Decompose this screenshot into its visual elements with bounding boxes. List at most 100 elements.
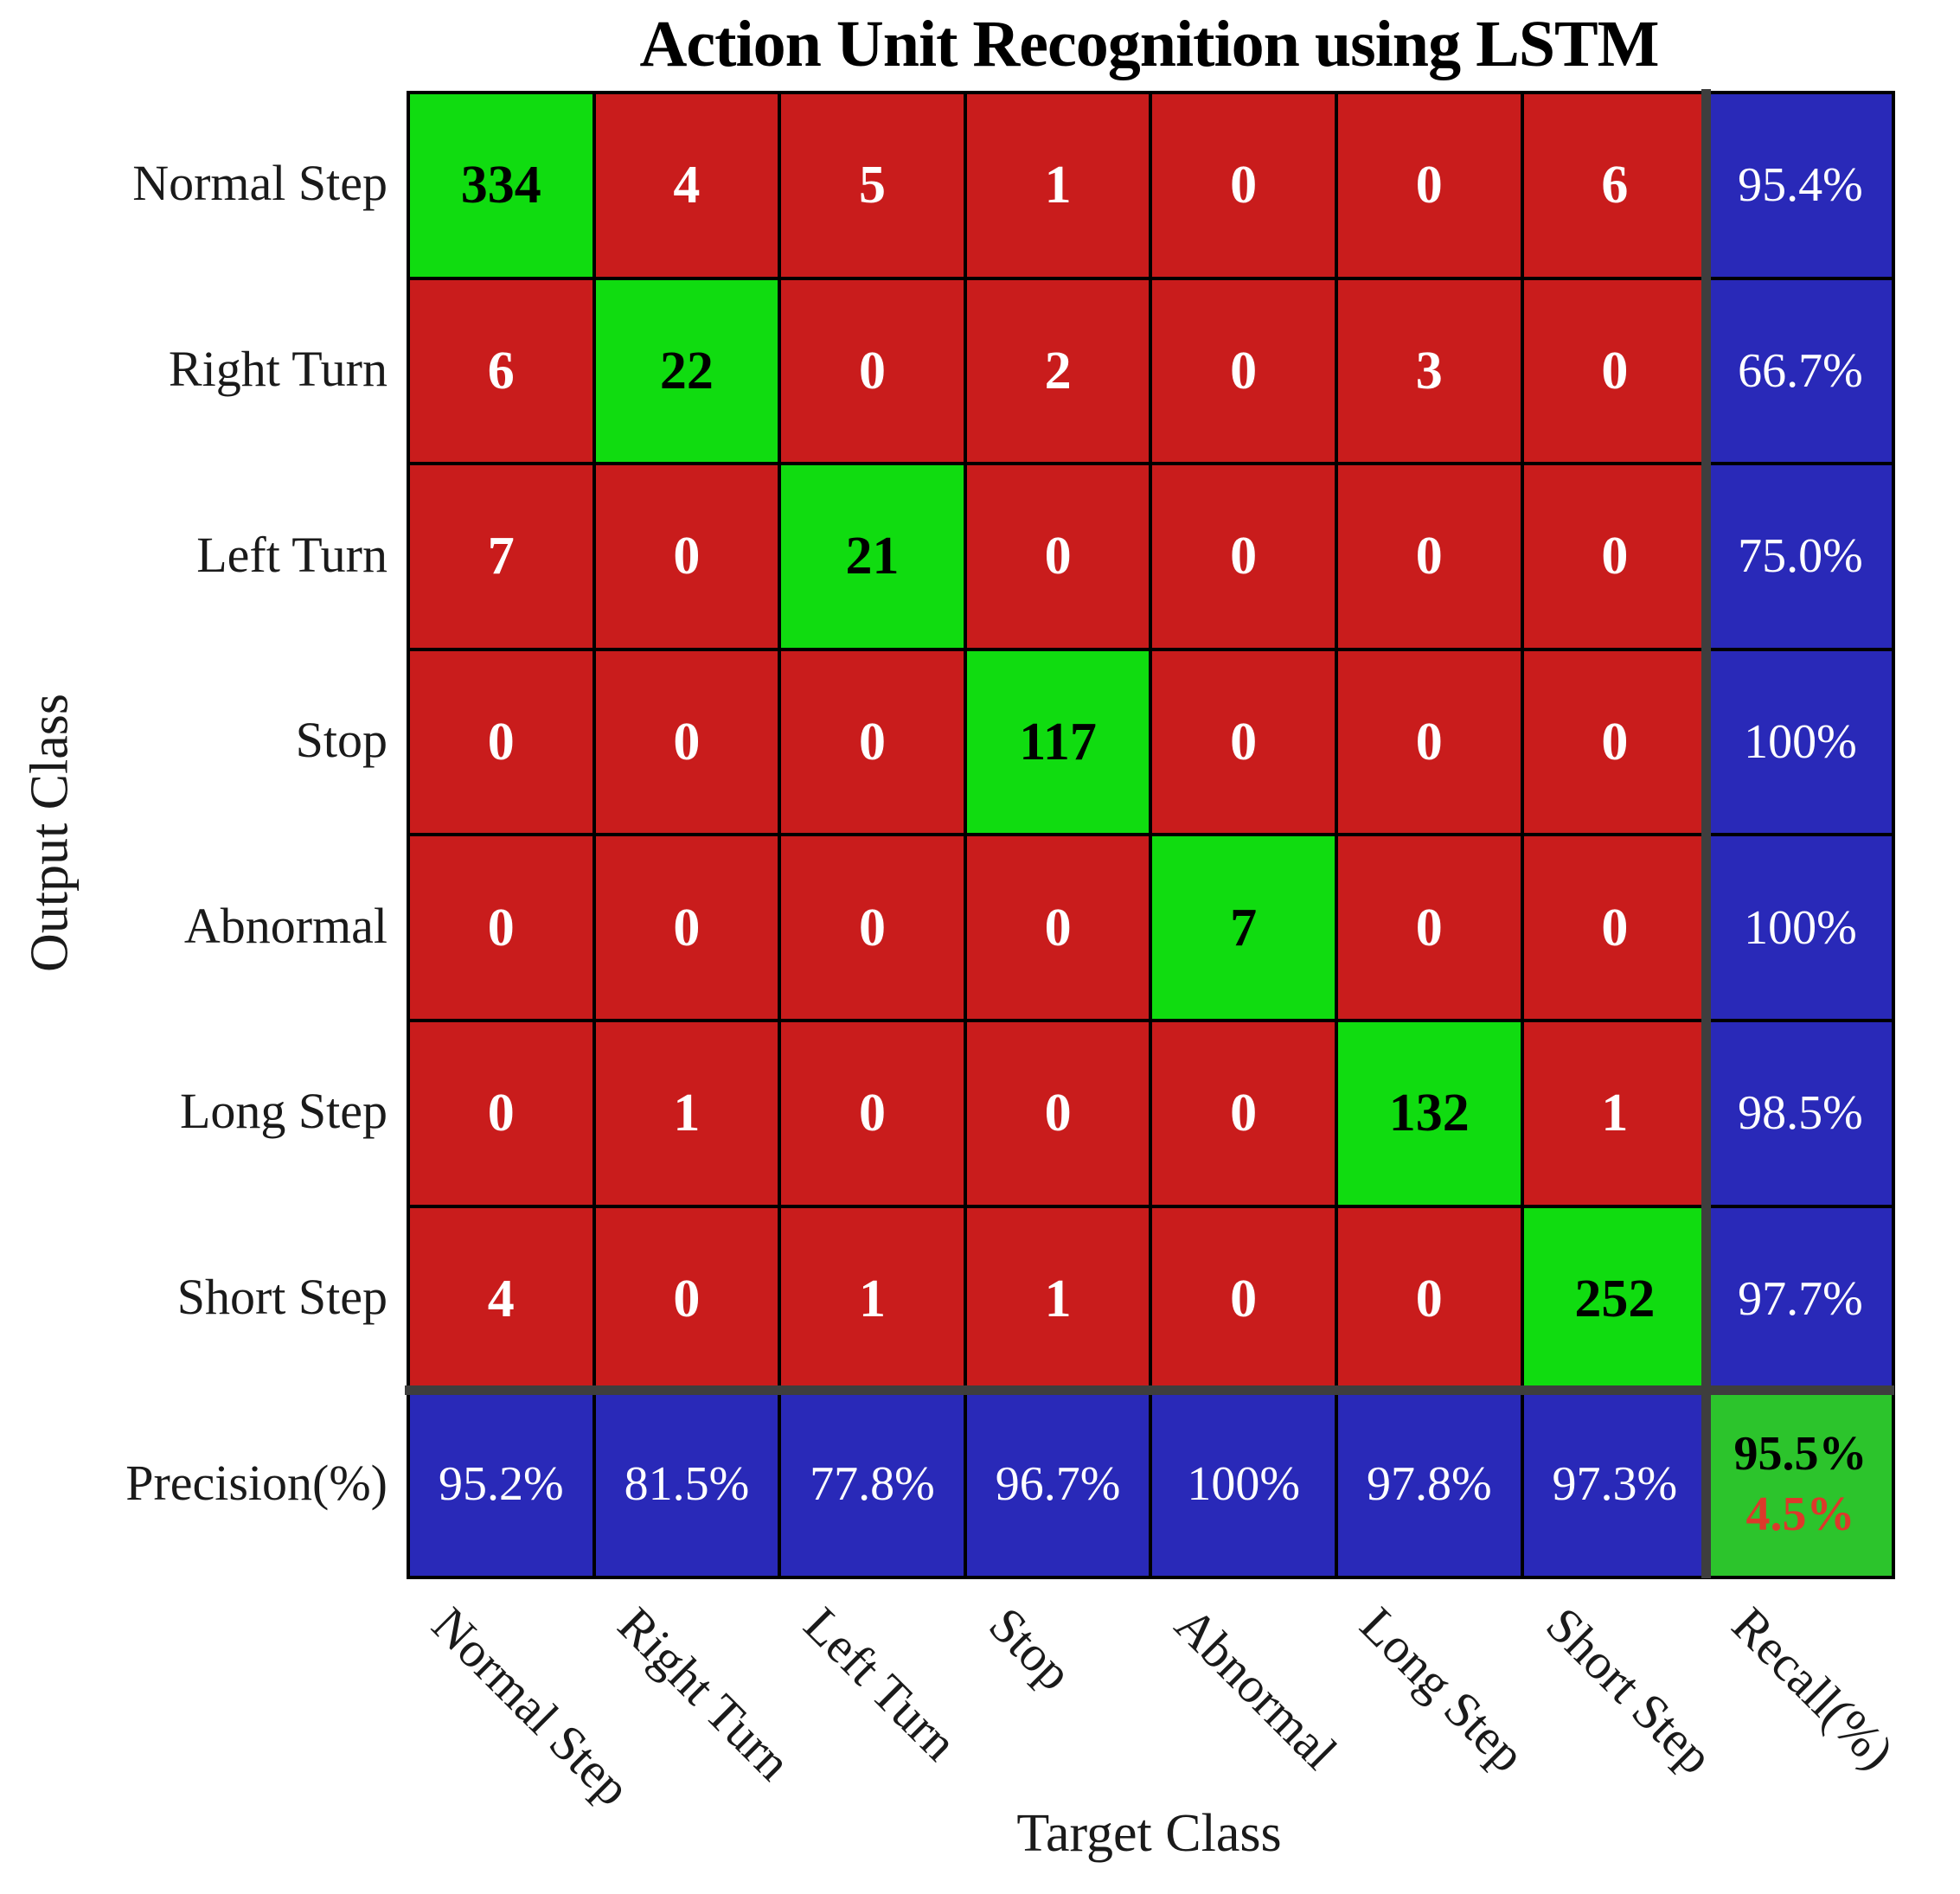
matrix-cell-long-step-left-turn: 0 <box>779 1020 965 1206</box>
matrix-cell-abnormal-normal-step: 0 <box>408 835 594 1021</box>
matrix-cell-long-step-stop-value: 0 <box>1044 1084 1072 1143</box>
matrix-cell-stop-short-step: 0 <box>1521 649 1708 835</box>
recall-cell-stop-value: 100% <box>1744 715 1857 770</box>
precision-cell-normal-step-value: 95.2% <box>438 1457 564 1512</box>
matrix-cell-abnormal-stop-value: 0 <box>1044 898 1072 957</box>
recall-cell-normal-step-value: 95.4% <box>1738 158 1863 213</box>
row-label-abnormal: Abnormal <box>183 897 388 954</box>
matrix-cell-abnormal-long-step: 0 <box>1335 835 1522 1021</box>
matrix-cell-stop-left-turn-value: 0 <box>858 713 886 772</box>
precision-cell-long-step-value: 97.8% <box>1366 1457 1492 1512</box>
matrix-cell-right-turn-left-turn-value: 0 <box>858 341 886 400</box>
matrix-cell-normal-step-long-step: 0 <box>1335 93 1522 278</box>
matrix-cell-left-turn-left-turn: 21 <box>779 464 965 649</box>
precision-cell-stop: 96.7% <box>964 1392 1151 1577</box>
overall-accuracy-cell: 95.5% 4.5% <box>1707 1392 1893 1577</box>
row-label-normal-step: Normal Step <box>132 155 388 212</box>
matrix-cell-abnormal-abnormal-value: 7 <box>1230 898 1258 957</box>
recall-cell-long-step: 98.5% <box>1707 1020 1893 1206</box>
matrix-cell-long-step-long-step: 132 <box>1335 1020 1522 1206</box>
matrix-cell-right-turn-short-step: 0 <box>1521 278 1708 464</box>
matrix-cell-abnormal-right-turn: 0 <box>593 835 780 1021</box>
matrix-cell-normal-step-abnormal-value: 0 <box>1230 156 1258 215</box>
matrix-cell-right-turn-short-step-value: 0 <box>1601 341 1629 400</box>
matrix-cell-long-step-right-turn-value: 1 <box>673 1084 701 1143</box>
precision-cell-right-turn-value: 81.5% <box>624 1457 750 1512</box>
matrix-cell-normal-step-normal-step-value: 334 <box>460 156 541 215</box>
matrix-cell-left-turn-abnormal: 0 <box>1150 464 1336 649</box>
precision-cell-left-turn-value: 77.8% <box>810 1457 935 1512</box>
matrix-cell-left-turn-short-step-value: 0 <box>1601 527 1629 586</box>
precision-cell-abnormal-value: 100% <box>1187 1457 1300 1512</box>
precision-cell-long-step: 97.8% <box>1335 1392 1522 1577</box>
row-label-long-step: Long Step <box>179 1083 388 1140</box>
row-label-precision: Precision(%) <box>125 1454 388 1511</box>
x-axis-title: Target Class <box>1016 1804 1282 1863</box>
matrix-cell-short-step-long-step-value: 0 <box>1415 1269 1443 1328</box>
matrix-cell-abnormal-short-step-value: 0 <box>1601 898 1629 957</box>
matrix-cell-short-step-left-turn-value: 1 <box>858 1269 886 1328</box>
matrix-cell-right-turn-abnormal-value: 0 <box>1230 341 1258 400</box>
matrix-cell-short-step-abnormal-value: 0 <box>1230 1269 1258 1328</box>
precision-cell-short-step-value: 97.3% <box>1552 1457 1678 1512</box>
recall-cell-abnormal-value: 100% <box>1744 900 1857 955</box>
matrix-cell-right-turn-stop-value: 2 <box>1044 341 1072 400</box>
matrix-cell-short-step-normal-step: 4 <box>408 1206 594 1392</box>
recall-column-separator <box>1701 89 1711 1578</box>
matrix-cell-normal-step-stop: 1 <box>964 93 1151 278</box>
matrix-cell-stop-normal-step: 0 <box>408 649 594 835</box>
matrix-cell-short-step-right-turn: 0 <box>593 1206 780 1392</box>
matrix-cell-abnormal-left-turn: 0 <box>779 835 965 1021</box>
matrix-cell-short-step-normal-step-value: 4 <box>487 1269 515 1328</box>
col-label-left-turn: Left Turn <box>792 1596 968 1771</box>
col-label-recall: Recall(%) <box>1720 1596 1905 1781</box>
matrix-cell-long-step-abnormal: 0 <box>1150 1020 1336 1206</box>
matrix-cell-short-step-short-step: 252 <box>1521 1206 1708 1392</box>
matrix-cell-long-step-right-turn: 1 <box>593 1020 780 1206</box>
matrix-cell-short-step-abnormal: 0 <box>1150 1206 1336 1392</box>
matrix-cell-long-step-stop: 0 <box>964 1020 1151 1206</box>
matrix-cell-normal-step-left-turn: 5 <box>779 93 965 278</box>
row-label-stop: Stop <box>295 712 388 769</box>
matrix-cell-normal-step-right-turn: 4 <box>593 93 780 278</box>
matrix-cell-stop-short-step-value: 0 <box>1601 713 1629 772</box>
precision-cell-right-turn: 81.5% <box>593 1392 780 1577</box>
matrix-cell-left-turn-left-turn-value: 21 <box>845 527 900 586</box>
matrix-cell-stop-long-step-value: 0 <box>1415 713 1443 772</box>
matrix-cell-long-step-normal-step-value: 0 <box>487 1084 515 1143</box>
matrix-cell-stop-right-turn: 0 <box>593 649 780 835</box>
matrix-cell-long-step-short-step: 1 <box>1521 1020 1708 1206</box>
matrix-cell-left-turn-stop-value: 0 <box>1044 527 1072 586</box>
matrix-cell-left-turn-abnormal-value: 0 <box>1230 527 1258 586</box>
matrix-cell-short-step-right-turn-value: 0 <box>673 1269 701 1328</box>
matrix-cell-normal-step-stop-value: 1 <box>1044 156 1072 215</box>
col-label-normal-step: Normal Step <box>421 1596 642 1817</box>
precision-cell-short-step: 97.3% <box>1521 1392 1708 1577</box>
matrix-cell-right-turn-left-turn: 0 <box>779 278 965 464</box>
matrix-cell-normal-step-short-step: 6 <box>1521 93 1708 278</box>
recall-cell-abnormal: 100% <box>1707 835 1893 1021</box>
matrix-cell-long-step-short-step-value: 1 <box>1601 1084 1629 1143</box>
recall-cell-short-step-value: 97.7% <box>1738 1271 1863 1326</box>
matrix-cell-left-turn-short-step: 0 <box>1521 464 1708 649</box>
matrix-cell-left-turn-right-turn: 0 <box>593 464 780 649</box>
precision-row-separator <box>405 1385 1894 1395</box>
row-label-right-turn: Right Turn <box>168 340 388 397</box>
matrix-cell-right-turn-right-turn-value: 22 <box>659 341 714 400</box>
recall-cell-left-turn-value: 75.0% <box>1738 529 1863 584</box>
confusion-grid: 334 4 5 1 0 0 6 95.4% 6 22 0 2 0 3 0 66.7% 7 0 21 0 0 0 0 75.0%… <box>407 91 1895 1579</box>
col-label-abnormal: Abnormal <box>1163 1596 1348 1781</box>
recall-cell-long-step-value: 98.5% <box>1738 1086 1863 1141</box>
matrix-cell-right-turn-normal-step-value: 6 <box>487 341 515 400</box>
matrix-cell-normal-step-normal-step: 334 <box>408 93 594 278</box>
precision-cell-normal-step: 95.2% <box>408 1392 594 1577</box>
matrix-cell-right-turn-right-turn: 22 <box>593 278 780 464</box>
matrix-cell-stop-normal-step-value: 0 <box>487 713 515 772</box>
matrix-cell-long-step-long-step-value: 132 <box>1388 1084 1470 1143</box>
matrix-cell-stop-long-step: 0 <box>1335 649 1522 835</box>
matrix-cell-right-turn-normal-step: 6 <box>408 278 594 464</box>
matrix-cell-left-turn-normal-step: 7 <box>408 464 594 649</box>
matrix-cell-stop-stop-value: 117 <box>1019 713 1097 772</box>
recall-cell-stop: 100% <box>1707 649 1893 835</box>
col-label-right-turn: Right Turn <box>607 1596 802 1791</box>
